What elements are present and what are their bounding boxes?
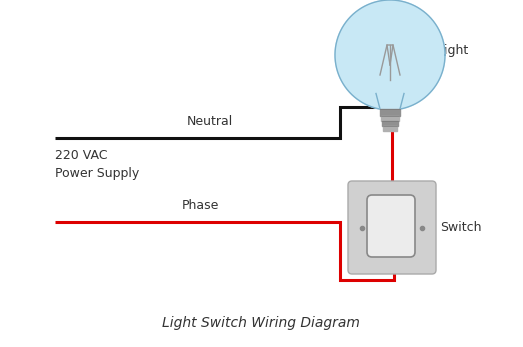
- Text: Power Supply: Power Supply: [55, 167, 139, 180]
- Bar: [380, 109, 400, 116]
- Text: Neutral: Neutral: [187, 115, 233, 128]
- FancyBboxPatch shape: [367, 195, 415, 257]
- Text: 220 VAC: 220 VAC: [55, 149, 108, 162]
- Bar: [383, 126, 397, 131]
- Text: Light Switch Wiring Diagram: Light Switch Wiring Diagram: [162, 316, 360, 330]
- Bar: [381, 116, 399, 121]
- Text: Phase: Phase: [181, 199, 219, 212]
- Text: Light: Light: [438, 43, 469, 57]
- Polygon shape: [376, 93, 404, 109]
- Polygon shape: [335, 0, 445, 110]
- Bar: [382, 121, 398, 126]
- Text: Switch: Switch: [440, 221, 482, 234]
- FancyBboxPatch shape: [348, 181, 436, 274]
